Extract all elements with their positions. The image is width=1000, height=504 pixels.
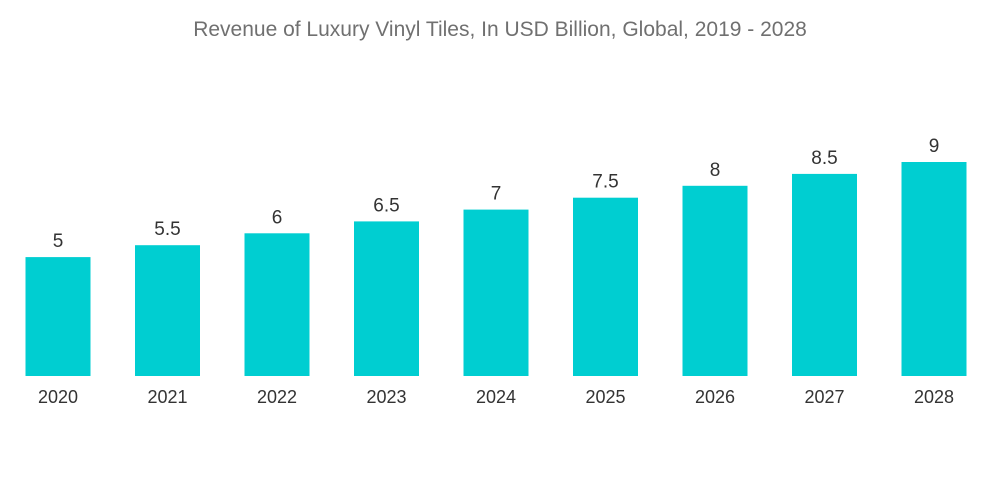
x-tick-label-2020: 2020 bbox=[38, 387, 78, 407]
bar-2024 bbox=[463, 209, 529, 376]
x-tick-label-2028: 2028 bbox=[914, 387, 954, 407]
bar-2025 bbox=[573, 197, 638, 376]
x-tick-label-2022: 2022 bbox=[257, 387, 297, 407]
bar-2022 bbox=[244, 233, 310, 376]
x-tick-label-2027: 2027 bbox=[804, 387, 844, 407]
x-tick-label-2025: 2025 bbox=[585, 387, 625, 407]
bar-2027 bbox=[792, 173, 857, 376]
bar-2021 bbox=[135, 245, 200, 376]
x-tick-label-2021: 2021 bbox=[147, 387, 187, 407]
x-tick-label-2026: 2026 bbox=[695, 387, 735, 407]
value-label-2028: 9 bbox=[929, 136, 940, 157]
bar-2026 bbox=[682, 185, 748, 376]
value-label-2022: 6 bbox=[272, 207, 283, 228]
value-label-2025: 7.5 bbox=[592, 172, 618, 193]
value-label-2023: 6.5 bbox=[373, 195, 399, 216]
bar-2028 bbox=[901, 162, 967, 376]
value-label-2027: 8.5 bbox=[811, 148, 837, 169]
bar-2020 bbox=[25, 257, 91, 376]
chart-title: Revenue of Luxury Vinyl Tiles, In USD Bi… bbox=[193, 18, 807, 41]
value-label-2024: 7 bbox=[491, 184, 502, 205]
x-tick-label-2023: 2023 bbox=[366, 387, 406, 407]
value-label-2021: 5.5 bbox=[154, 219, 180, 240]
value-label-2020: 5 bbox=[53, 231, 64, 252]
x-tick-label-2024: 2024 bbox=[476, 387, 516, 407]
bar-2023 bbox=[354, 221, 419, 376]
value-label-2026: 8 bbox=[710, 160, 721, 181]
